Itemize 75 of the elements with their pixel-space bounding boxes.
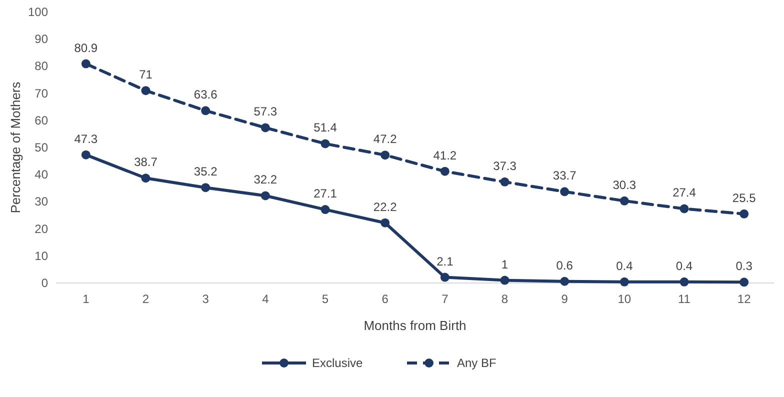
data-label: 37.3 [493, 158, 517, 173]
data-label: 80.9 [74, 40, 98, 55]
point [141, 174, 150, 183]
y-tick-label: 10 [34, 248, 48, 263]
data-label: 57.3 [254, 104, 278, 119]
y-axis-title: Percentage of Mothers [8, 81, 23, 214]
legend-label: Exclusive [312, 356, 364, 370]
data-label: 51.4 [314, 120, 338, 135]
point [560, 276, 570, 286]
data-label: 22.2 [373, 200, 398, 214]
data-label: 63.6 [194, 88, 218, 102]
point [380, 150, 390, 160]
data-label: 27.1 [314, 186, 338, 201]
point [260, 191, 270, 200]
point [201, 183, 210, 192]
y-tick-label: 70 [34, 86, 48, 100]
point [81, 59, 90, 68]
point [141, 86, 150, 96]
data-label: 0.6 [556, 258, 574, 272]
x-axis-title: Months from Birth [364, 318, 466, 333]
data-label: 0.3 [736, 259, 753, 274]
point [440, 272, 450, 282]
point [500, 276, 510, 285]
data-label: 41.2 [433, 148, 457, 162]
data-label: 35.2 [194, 164, 218, 179]
data-label: 25.5 [732, 190, 756, 205]
y-tick-label: 50 [34, 140, 48, 154]
y-tick-label: 80 [34, 59, 48, 74]
point [81, 150, 90, 160]
x-tick-label: 10 [618, 292, 632, 306]
x-tick-label: 6 [382, 292, 389, 306]
point [320, 139, 330, 148]
data-label: 1 [501, 257, 508, 272]
data-label: 33.7 [552, 168, 577, 183]
x-tick-label: 3 [202, 292, 210, 306]
point [740, 209, 749, 218]
y-tick-label: 90 [34, 32, 48, 46]
y-tick-label: 60 [34, 113, 48, 128]
x-tick-label: 9 [561, 292, 568, 306]
point [740, 278, 749, 287]
data-label: 0.4 [616, 258, 634, 273]
x-tick-label: 12 [737, 292, 752, 306]
point [620, 277, 629, 286]
x-tick-label: 7 [442, 292, 449, 306]
legend-label: Any BF [457, 356, 496, 370]
point [560, 187, 570, 196]
y-tick-label: 0 [41, 276, 48, 290]
point [620, 196, 629, 206]
point [320, 205, 330, 214]
point [500, 177, 510, 186]
data-label: 47.3 [74, 132, 98, 146]
x-tick-label: 11 [678, 292, 691, 306]
y-tick-label: 30 [34, 194, 48, 209]
y-tick-label: 40 [34, 168, 48, 182]
x-tick-label: 8 [501, 292, 508, 306]
point [380, 218, 390, 228]
x-tick-label: 2 [142, 292, 150, 306]
data-label: 27.4 [672, 186, 696, 200]
data-label: 30.3 [612, 178, 636, 192]
y-tick-label: 100 [28, 5, 48, 19]
point [680, 204, 689, 214]
data-label: 71 [139, 68, 153, 82]
data-label: 2.1 [436, 254, 454, 268]
point [680, 277, 689, 286]
y-tick-label: 20 [34, 222, 48, 236]
data-label: 38.7 [134, 155, 158, 170]
data-label: 47.2 [373, 132, 398, 146]
point [201, 106, 210, 116]
x-tick-label: 1 [82, 292, 90, 306]
point [260, 123, 270, 132]
point [440, 166, 450, 176]
x-tick-label: 5 [322, 292, 329, 306]
data-label: 0.4 [676, 258, 693, 273]
data-label: 32.2 [254, 172, 278, 187]
x-tick-label: 4 [262, 292, 270, 306]
